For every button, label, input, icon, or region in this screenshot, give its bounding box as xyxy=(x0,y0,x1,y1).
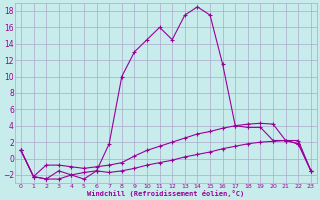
X-axis label: Windchill (Refroidissement éolien,°C): Windchill (Refroidissement éolien,°C) xyxy=(87,190,244,197)
